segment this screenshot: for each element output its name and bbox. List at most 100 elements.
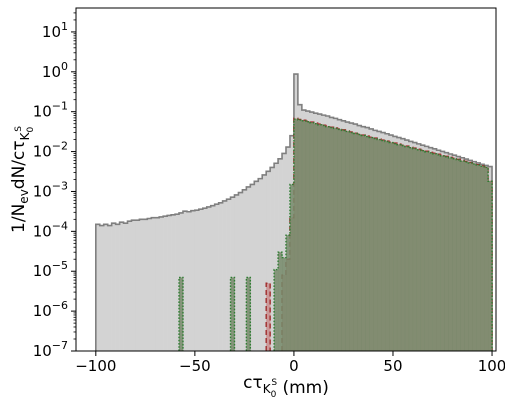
histogram-bar	[396, 144, 402, 351]
histogram-outline	[265, 282, 271, 351]
histogram-bar	[95, 224, 101, 351]
histogram-bar	[190, 210, 196, 351]
histogram-bar	[389, 142, 394, 351]
histogram-bar	[428, 152, 433, 351]
histogram-bar	[432, 153, 437, 351]
histogram-bar	[246, 277, 251, 351]
histogram-bar	[353, 133, 358, 351]
y-tick-label: 10−5	[33, 259, 68, 280]
histogram-bar	[321, 125, 326, 352]
histogram-bar	[143, 219, 148, 351]
histogram-outline	[245, 276, 252, 351]
histogram-bar	[274, 269, 279, 351]
ticks-layer: −100 −50 0 50 100 10−7 10−6 10−5 10−4 10−3 10−2 10−…	[33, 12, 505, 375]
histogram-bar	[171, 214, 176, 351]
histogram-bar	[408, 147, 414, 351]
histogram-bar	[163, 216, 168, 351]
histogram-bar	[416, 149, 422, 351]
histogram-bar	[381, 140, 386, 351]
histogram-bar	[400, 145, 406, 351]
histogram-bar	[317, 124, 322, 351]
histogram-bar	[135, 220, 140, 351]
histogram-bar	[325, 126, 330, 351]
histogram-bar	[123, 223, 128, 351]
histogram-bar	[230, 197, 235, 351]
histogram-bar	[456, 159, 461, 351]
histogram-bar	[234, 194, 239, 351]
histogram-bar	[214, 204, 219, 351]
histogram-bar	[254, 181, 259, 351]
histogram-bar	[246, 186, 251, 351]
histogram-bar	[345, 131, 350, 351]
histogram-bar	[484, 167, 489, 351]
histogram-bar	[452, 158, 457, 351]
histogram-bar	[266, 283, 271, 351]
histogram-bar	[297, 119, 303, 351]
histogram-bar	[206, 206, 212, 351]
histogram-bar	[167, 215, 172, 351]
histogram-bar	[222, 200, 227, 351]
series-layer	[95, 73, 493, 352]
histogram-bar	[333, 128, 338, 351]
histogram-bar	[420, 150, 425, 351]
histogram-bar	[424, 151, 429, 351]
histogram-bar	[107, 225, 112, 351]
histogram-bar	[444, 156, 449, 351]
histogram-bar	[242, 189, 247, 351]
histogram-bar	[349, 132, 354, 351]
histogram-outline	[95, 73, 493, 351]
histogram-bar	[448, 157, 453, 351]
histogram-bar	[179, 277, 184, 351]
histogram-bar	[460, 161, 465, 351]
histogram-bar	[175, 214, 180, 351]
x-tick-label: 100	[478, 357, 505, 375]
y-tick-label: 101	[42, 20, 68, 41]
histogram-outline	[229, 276, 236, 351]
histogram-bar	[313, 123, 318, 351]
histogram-bar	[151, 217, 156, 351]
histogram-bar	[305, 121, 311, 351]
histogram-bar	[468, 162, 473, 351]
histogram-bar	[250, 184, 255, 351]
y-tick-label: 10−3	[33, 179, 68, 200]
histogram-bar	[436, 154, 441, 351]
histogram-bar	[357, 134, 362, 351]
histogram-bar	[278, 252, 283, 351]
histogram-bar	[266, 171, 271, 351]
histogram-bar	[404, 146, 410, 351]
histogram-bar	[476, 165, 481, 351]
histogram-bar	[198, 209, 204, 351]
histogram-bar	[194, 210, 200, 351]
histogram-bar	[329, 127, 334, 351]
histogram-bar	[309, 122, 315, 351]
y-tick-label: 10−7	[33, 339, 68, 360]
histogram-bar	[392, 143, 398, 351]
histogram-bar	[155, 217, 160, 351]
histogram-bar	[186, 211, 192, 351]
histogram-bar	[440, 155, 445, 351]
histogram-bar	[99, 225, 105, 351]
histogram-bar	[488, 181, 493, 351]
histogram-bar	[226, 199, 231, 351]
x-tick-label: −100	[75, 357, 116, 375]
histogram-bar	[127, 221, 132, 351]
histogram-bar	[365, 136, 370, 351]
histogram-bar	[293, 119, 299, 351]
histogram-bar	[385, 141, 390, 351]
histogram-bar	[369, 137, 374, 351]
x-axis-label: cτK0S (mm)	[243, 373, 329, 400]
histogram-bar	[464, 161, 469, 351]
histogram-bar	[115, 224, 120, 351]
histogram-bar	[147, 218, 152, 351]
histogram-bar	[238, 192, 243, 351]
histogram-bar	[270, 167, 275, 351]
histogram-bar	[139, 219, 144, 351]
histogram-bar	[210, 205, 215, 351]
histogram-bar	[202, 208, 208, 351]
histogram-bar	[289, 184, 295, 351]
histogram-bar	[286, 235, 291, 351]
histogram-bar	[131, 220, 136, 351]
histogram-bar	[412, 148, 418, 351]
y-tick-label: 10−2	[33, 140, 68, 161]
